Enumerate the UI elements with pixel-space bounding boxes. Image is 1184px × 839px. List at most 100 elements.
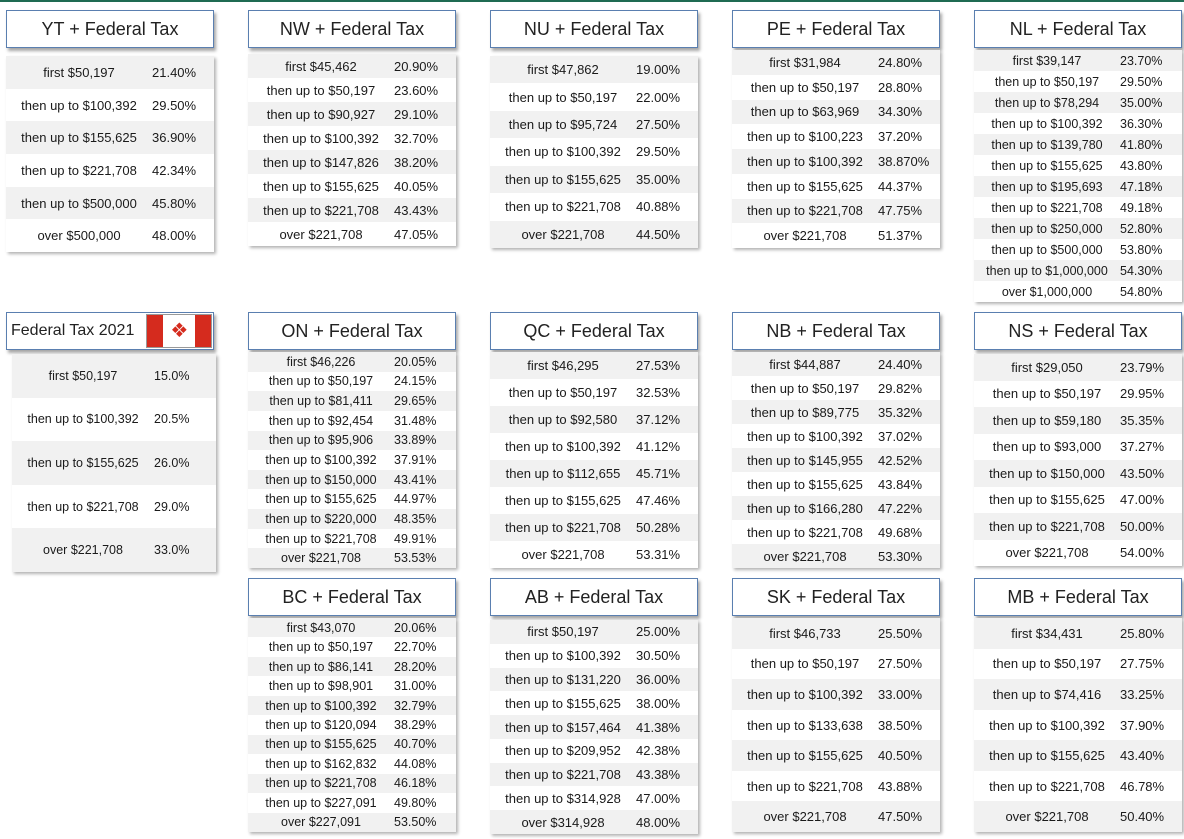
bracket-row: then up to $155,625 35.00% (490, 165, 698, 194)
bracket-row: then up to $155,625 44.97% (248, 489, 456, 510)
bc-table: first $43,070 20.06% then up to $50,197 22.… (248, 618, 456, 832)
bracket-label: over $221,708 (281, 551, 361, 566)
bracket-rate: 22.70% (394, 640, 437, 655)
bracket-label: then up to $86,141 (268, 659, 374, 674)
bracket-label: then up to $92,454 (268, 413, 374, 428)
nu-title: NU + Federal Tax (490, 10, 698, 48)
bracket-label: then up to $100,392 (27, 412, 139, 427)
bracket-rate: 37.91% (394, 453, 437, 468)
bracket-rate: 37.90% (1120, 717, 1165, 733)
bracket-label: then up to $150,000 (265, 472, 377, 487)
bracket-label: then up to $100,392 (747, 428, 863, 444)
bracket-row: over $500,000 48.00% (6, 219, 214, 253)
bracket-label: then up to $100,223 (747, 129, 863, 145)
bracket-rate: 54.30% (1120, 263, 1163, 278)
bracket-row: then up to $50,197 29.82% (732, 376, 940, 400)
bracket-rate: 46.18% (394, 776, 437, 791)
bracket-rate: 47.18% (1120, 179, 1163, 194)
bracket-rate: 42.38% (636, 743, 681, 759)
bracket-rate: 30.50% (636, 648, 681, 664)
bracket-row: then up to $155,625 47.00% (974, 486, 1182, 513)
bracket-label: first $50,197 (43, 64, 115, 80)
bracket-rate: 47.22% (878, 500, 923, 516)
bracket-rate: 20.5% (154, 412, 190, 427)
bracket-rate: 43.84% (878, 476, 923, 492)
bracket-rate: 29.82% (878, 380, 923, 396)
bracket-label: then up to $100,392 (505, 439, 621, 454)
bracket-label: then up to $155,625 (989, 748, 1105, 764)
bracket-label: then up to $98,901 (268, 679, 374, 694)
bracket-label: then up to $131,220 (505, 671, 621, 687)
bracket-row: then up to $100,392 41.12% (490, 433, 698, 460)
bracket-row: first $45,462 20.90% (248, 54, 456, 78)
bracket-row: then up to $220,000 48.35% (248, 509, 456, 529)
bracket-label: then up to $155,625 (265, 737, 377, 752)
bracket-row: then up to $100,392 37.91% (248, 450, 456, 470)
bracket-rate: 29.95% (1120, 386, 1165, 402)
bracket-label: first $44,887 (769, 356, 841, 372)
bracket-row: then up to $133,638 38.50% (732, 709, 940, 741)
ns-title: NS + Federal Tax (974, 312, 1182, 350)
bracket-row: then up to $150,000 43.50% (974, 460, 1182, 487)
bracket-label: then up to $93,000 (992, 439, 1102, 455)
bracket-row: then up to $92,580 37.12% (490, 406, 698, 433)
bracket-row: then up to $155,625 40.05% (248, 174, 456, 198)
bracket-rate: 36.00% (636, 671, 681, 687)
bracket-label: over $221,708 (763, 548, 847, 564)
bracket-label: over $314,928 (521, 814, 605, 830)
bracket-row: then up to $50,197 27.75% (974, 648, 1182, 680)
bracket-label: then up to $250,000 (991, 221, 1103, 236)
bracket-row: over $221,708 54.00% (974, 539, 1182, 566)
bracket-label: then up to $50,197 (266, 82, 376, 98)
bracket-row: then up to $221,708 50.28% (490, 514, 698, 541)
bracket-label: over $221,708 (279, 226, 363, 242)
nw-title: NW + Federal Tax (248, 10, 456, 48)
bracket-row: then up to $59,180 35.35% (974, 407, 1182, 434)
bracket-rate: 37.27% (1120, 439, 1165, 455)
bracket-label: then up to $157,464 (505, 719, 621, 735)
bracket-row: over $221,708 53.30% (732, 544, 940, 568)
bracket-row: then up to $221,708 49.91% (248, 528, 456, 549)
bracket-rate: 43.38% (636, 767, 681, 783)
bracket-rate: 41.38% (636, 719, 681, 735)
bracket-row: over $221,708 53.53% (248, 548, 456, 569)
bracket-rate: 45.80% (152, 195, 197, 211)
bracket-rate: 40.88% (636, 199, 681, 215)
ab-title: AB + Federal Tax (490, 578, 698, 616)
bracket-rate: 29.65% (394, 394, 437, 409)
bracket-rate: 37.12% (636, 412, 681, 427)
bracket-rate: 23.70% (1120, 53, 1163, 68)
bracket-label: then up to $221,708 (505, 199, 621, 215)
yt-title: YT + Federal Tax (6, 10, 214, 48)
bracket-label: then up to $89,775 (750, 404, 860, 420)
bracket-row: first $47,862 19.00% (490, 56, 698, 84)
bracket-row: over $221,708 33.0% (12, 528, 216, 572)
bracket-rate: 38.00% (636, 695, 681, 711)
bracket-row: then up to $221,708 40.88% (490, 193, 698, 221)
bracket-label: then up to $155,625 (263, 178, 379, 194)
bracket-rate: 29.10% (394, 106, 439, 122)
pe-title: PE + Federal Tax (732, 10, 940, 48)
bracket-rate: 42.52% (878, 452, 923, 468)
bracket-label: then up to $1,000,000 (986, 263, 1108, 278)
bracket-row: then up to $100,392 29.50% (6, 88, 214, 122)
bracket-label: first $46,733 (769, 625, 841, 641)
bracket-row: over $314,928 48.00% (490, 810, 698, 835)
bracket-row: over $221,708 47.50% (732, 801, 940, 833)
bracket-label: then up to $90,927 (266, 106, 376, 122)
bracket-label: then up to $95,906 (268, 433, 374, 448)
bracket-label: over $221,708 (763, 809, 847, 825)
bracket-row: over $221,708 44.50% (490, 220, 698, 248)
bracket-rate: 35.00% (1120, 95, 1163, 110)
bracket-rate: 49.18% (1120, 200, 1163, 215)
bracket-label: then up to $100,392 (21, 97, 137, 113)
bracket-row: then up to $95,906 33.89% (248, 430, 456, 451)
sk-table: first $46,733 25.50% then up to $50,197 27.… (732, 618, 940, 833)
bracket-rate: 32.70% (394, 130, 439, 146)
bracket-row: then up to $86,141 28.20% (248, 656, 456, 677)
bracket-rate: 43.50% (1120, 465, 1165, 481)
bracket-label: then up to $100,392 (505, 144, 621, 160)
bracket-rate: 38.29% (394, 717, 437, 732)
bracket-label: then up to $166,280 (747, 500, 863, 516)
bracket-label: over $221,708 (1005, 809, 1089, 825)
